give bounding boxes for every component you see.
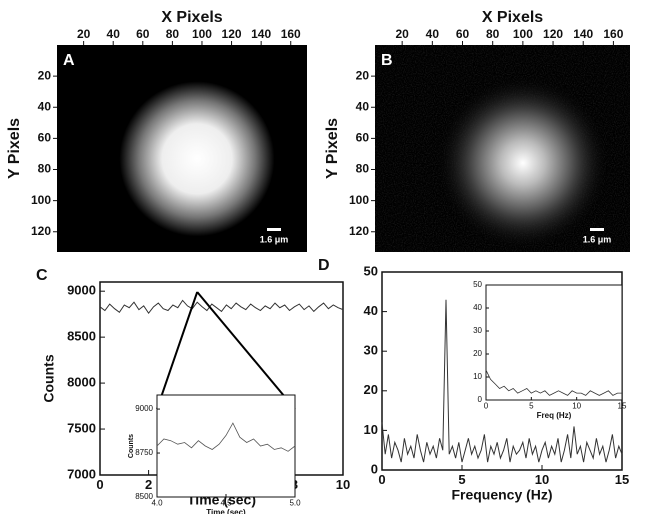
y-tick-label: 80 <box>356 162 370 176</box>
y-tick-label: 60 <box>356 131 370 145</box>
y-tick-label: 40 <box>364 303 378 318</box>
y-tick-label: 20 <box>38 68 52 82</box>
y-tick-label: 9000 <box>135 404 153 413</box>
scale-bar-label: 1.6 μm <box>583 234 612 244</box>
x-tick-label: 80 <box>166 27 180 41</box>
y-tick-label: 8500 <box>67 329 96 344</box>
x-axis-label: X Pixels <box>161 9 222 26</box>
x-tick-label: 100 <box>192 27 212 41</box>
x-tick-label: 120 <box>543 27 563 41</box>
x-tick-label: 60 <box>456 27 470 41</box>
x-axis-label: Frequency (Hz) <box>451 487 552 503</box>
y-axis-label: Counts <box>128 434 135 458</box>
panel-label: A <box>63 52 75 69</box>
y-tick-label: 20 <box>356 68 370 82</box>
x-tick-label: 0 <box>378 472 385 487</box>
x-tick-label: 120 <box>222 27 242 41</box>
y-tick-label: 40 <box>473 303 482 312</box>
y-axis-label: Y Pixels <box>324 118 341 179</box>
zoom-connector <box>196 291 296 410</box>
x-tick-label: 5 <box>529 402 534 411</box>
scale-bar-label: 1.6 μm <box>260 234 289 244</box>
zoom-connector <box>156 291 199 410</box>
x-tick-label: 20 <box>77 27 91 41</box>
y-tick-label: 7500 <box>67 420 96 435</box>
x-tick-label: 20 <box>395 27 409 41</box>
panel-label: B <box>381 52 393 69</box>
x-tick-label: 0 <box>484 402 489 411</box>
data-line <box>381 299 623 463</box>
x-tick-label: 60 <box>136 27 150 41</box>
plot-frame <box>156 394 296 498</box>
x-tick-label: 0 <box>96 477 103 492</box>
x-tick-label: 80 <box>486 27 500 41</box>
y-axis-label: Y Pixels <box>6 118 23 179</box>
y-tick-label: 40 <box>356 99 370 113</box>
x-axis-label: Freq (Hz) <box>537 411 572 420</box>
image-spot <box>434 74 611 251</box>
y-axis-label: Counts <box>41 354 57 402</box>
y-tick-label: 80 <box>38 162 52 176</box>
x-tick-label: 10 <box>535 472 549 487</box>
y-tick-label: 40 <box>38 99 52 113</box>
y-tick-label: 120 <box>349 224 369 238</box>
y-tick-label: 9000 <box>67 283 96 298</box>
scale-bar <box>267 228 281 231</box>
x-axis-label: Time (sec) <box>206 508 246 514</box>
y-tick-label: 120 <box>31 224 51 238</box>
y-tick-label: 10 <box>364 422 378 437</box>
y-tick-label: 60 <box>38 131 52 145</box>
x-tick-label: 10 <box>336 477 350 492</box>
x-tick-label: 40 <box>107 27 121 41</box>
y-tick-label: 10 <box>473 372 482 381</box>
y-tick-label: 30 <box>473 326 482 335</box>
y-tick-label: 100 <box>349 193 369 207</box>
x-tick-label: 5.0 <box>289 499 301 508</box>
x-tick-label: 140 <box>573 27 593 41</box>
y-tick-label: 20 <box>473 349 482 358</box>
x-tick-label: 160 <box>281 27 301 41</box>
y-tick-label: 8000 <box>67 375 96 390</box>
x-tick-label: 2 <box>145 477 152 492</box>
y-tick-label: 0 <box>371 461 378 476</box>
x-tick-label: 160 <box>603 27 623 41</box>
x-tick-label: 15 <box>618 402 627 411</box>
x-tick-label: 4.0 <box>151 499 163 508</box>
y-tick-label: 20 <box>364 382 378 397</box>
y-tick-label: 8500 <box>135 492 153 501</box>
x-tick-label: 100 <box>513 27 533 41</box>
y-tick-label: 0 <box>478 395 483 404</box>
image-spot <box>119 81 275 237</box>
y-tick-label: 7000 <box>67 466 96 481</box>
x-tick-label: 5 <box>458 472 465 487</box>
panel-label: D <box>318 257 330 274</box>
x-tick-label: 15 <box>615 472 629 487</box>
data-line <box>99 299 344 315</box>
y-tick-label: 30 <box>364 343 378 358</box>
y-tick-label: 100 <box>31 193 51 207</box>
panel-label: C <box>36 267 48 284</box>
x-tick-label: 10 <box>572 402 581 411</box>
x-axis-label: X Pixels <box>482 9 543 26</box>
x-tick-label: 140 <box>251 27 271 41</box>
x-tick-label: 40 <box>426 27 440 41</box>
data-line <box>156 422 296 452</box>
data-line <box>485 369 622 396</box>
x-tick-label: 4.5 <box>220 499 232 508</box>
plot-frame <box>485 284 623 401</box>
y-tick-label: 50 <box>473 280 482 289</box>
y-tick-label: 50 <box>364 263 378 278</box>
y-tick-label: 8750 <box>135 448 153 457</box>
scale-bar <box>590 228 604 231</box>
